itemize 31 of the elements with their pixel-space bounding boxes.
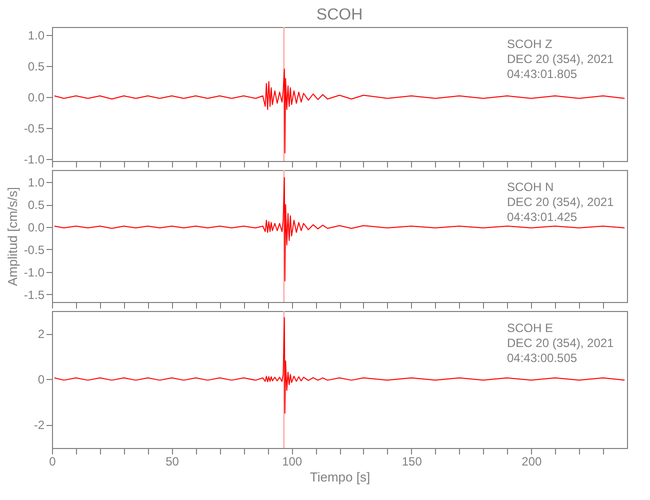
y-tick-label: -0.5 [24,122,45,136]
annotation: 04:43:01.805 [507,67,578,81]
annotation: DEC 20 (354), 2021 [507,52,614,66]
y-tick-label: -2 [34,418,45,432]
y-tick-label: -1.0 [24,265,45,280]
x-tick-label: 0 [49,454,56,468]
chart-title: SCOH [316,6,363,24]
y-axis-title: Amplitud [cm/s/s] [4,187,20,286]
x-axis-title: Tiempo [s] [310,470,370,484]
annotation: SCOH N [507,180,554,194]
y-tick-label: 1.0 [28,176,45,190]
annotation: DEC 20 (354), 2021 [507,336,614,350]
y-tick-label: 1.0 [28,28,45,43]
x-tick-label: 50 [166,454,180,468]
annotation: SCOH Z [507,37,552,51]
y-tick-label: 0.0 [28,220,45,235]
annotation: DEC 20 (354), 2021 [507,195,614,209]
y-tick-label: 0.5 [28,60,45,74]
y-tick-label: 2 [38,327,45,342]
x-tick-label: 100 [282,454,302,468]
y-tick-label: 0.5 [28,198,45,212]
annotation: SCOH E [507,321,554,335]
y-tick-label: -1.0 [24,152,45,167]
annotation: 04:43:01.425 [507,210,578,224]
x-tick-label: 200 [522,454,542,468]
y-tick-label: -1.5 [24,288,45,302]
y-tick-label: -0.5 [24,242,45,257]
annotation: 04:43:00.505 [507,351,578,365]
x-tick-label: 150 [402,454,422,468]
y-tick-label: 0.0 [28,90,45,105]
y-tick-label: 0 [38,372,45,387]
